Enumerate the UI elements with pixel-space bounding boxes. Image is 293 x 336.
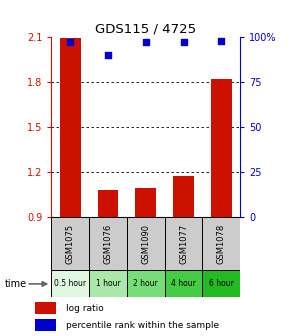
Title: GDS115 / 4725: GDS115 / 4725 bbox=[95, 23, 196, 36]
Bar bbox=[35, 302, 56, 314]
Text: GSM1075: GSM1075 bbox=[66, 223, 75, 264]
Bar bbox=[127, 217, 165, 270]
Bar bbox=[135, 188, 156, 217]
Text: GSM1090: GSM1090 bbox=[141, 223, 150, 264]
Text: 6 hour: 6 hour bbox=[209, 280, 234, 288]
Bar bbox=[211, 79, 232, 217]
Bar bbox=[202, 270, 240, 297]
Point bbox=[106, 52, 110, 57]
Bar bbox=[202, 217, 240, 270]
Text: 0.5 hour: 0.5 hour bbox=[54, 280, 86, 288]
Bar bbox=[35, 319, 56, 331]
Text: log ratio: log ratio bbox=[66, 304, 104, 313]
Point bbox=[181, 40, 186, 45]
Bar bbox=[165, 217, 202, 270]
Bar bbox=[89, 270, 127, 297]
Bar bbox=[127, 270, 165, 297]
Bar bbox=[98, 190, 118, 217]
Text: percentile rank within the sample: percentile rank within the sample bbox=[66, 321, 219, 330]
Point bbox=[144, 40, 148, 45]
Text: GSM1077: GSM1077 bbox=[179, 223, 188, 264]
Text: 4 hour: 4 hour bbox=[171, 280, 196, 288]
Point bbox=[68, 40, 73, 45]
Bar bbox=[173, 176, 194, 217]
Bar bbox=[89, 217, 127, 270]
Text: GSM1078: GSM1078 bbox=[217, 223, 226, 264]
Text: 1 hour: 1 hour bbox=[96, 280, 120, 288]
Bar bbox=[60, 38, 81, 217]
Text: GSM1076: GSM1076 bbox=[103, 223, 113, 264]
Bar bbox=[51, 270, 89, 297]
Bar bbox=[51, 217, 89, 270]
Text: 2 hour: 2 hour bbox=[133, 280, 158, 288]
Point bbox=[219, 38, 224, 43]
Text: time: time bbox=[4, 279, 27, 289]
Bar bbox=[165, 270, 202, 297]
